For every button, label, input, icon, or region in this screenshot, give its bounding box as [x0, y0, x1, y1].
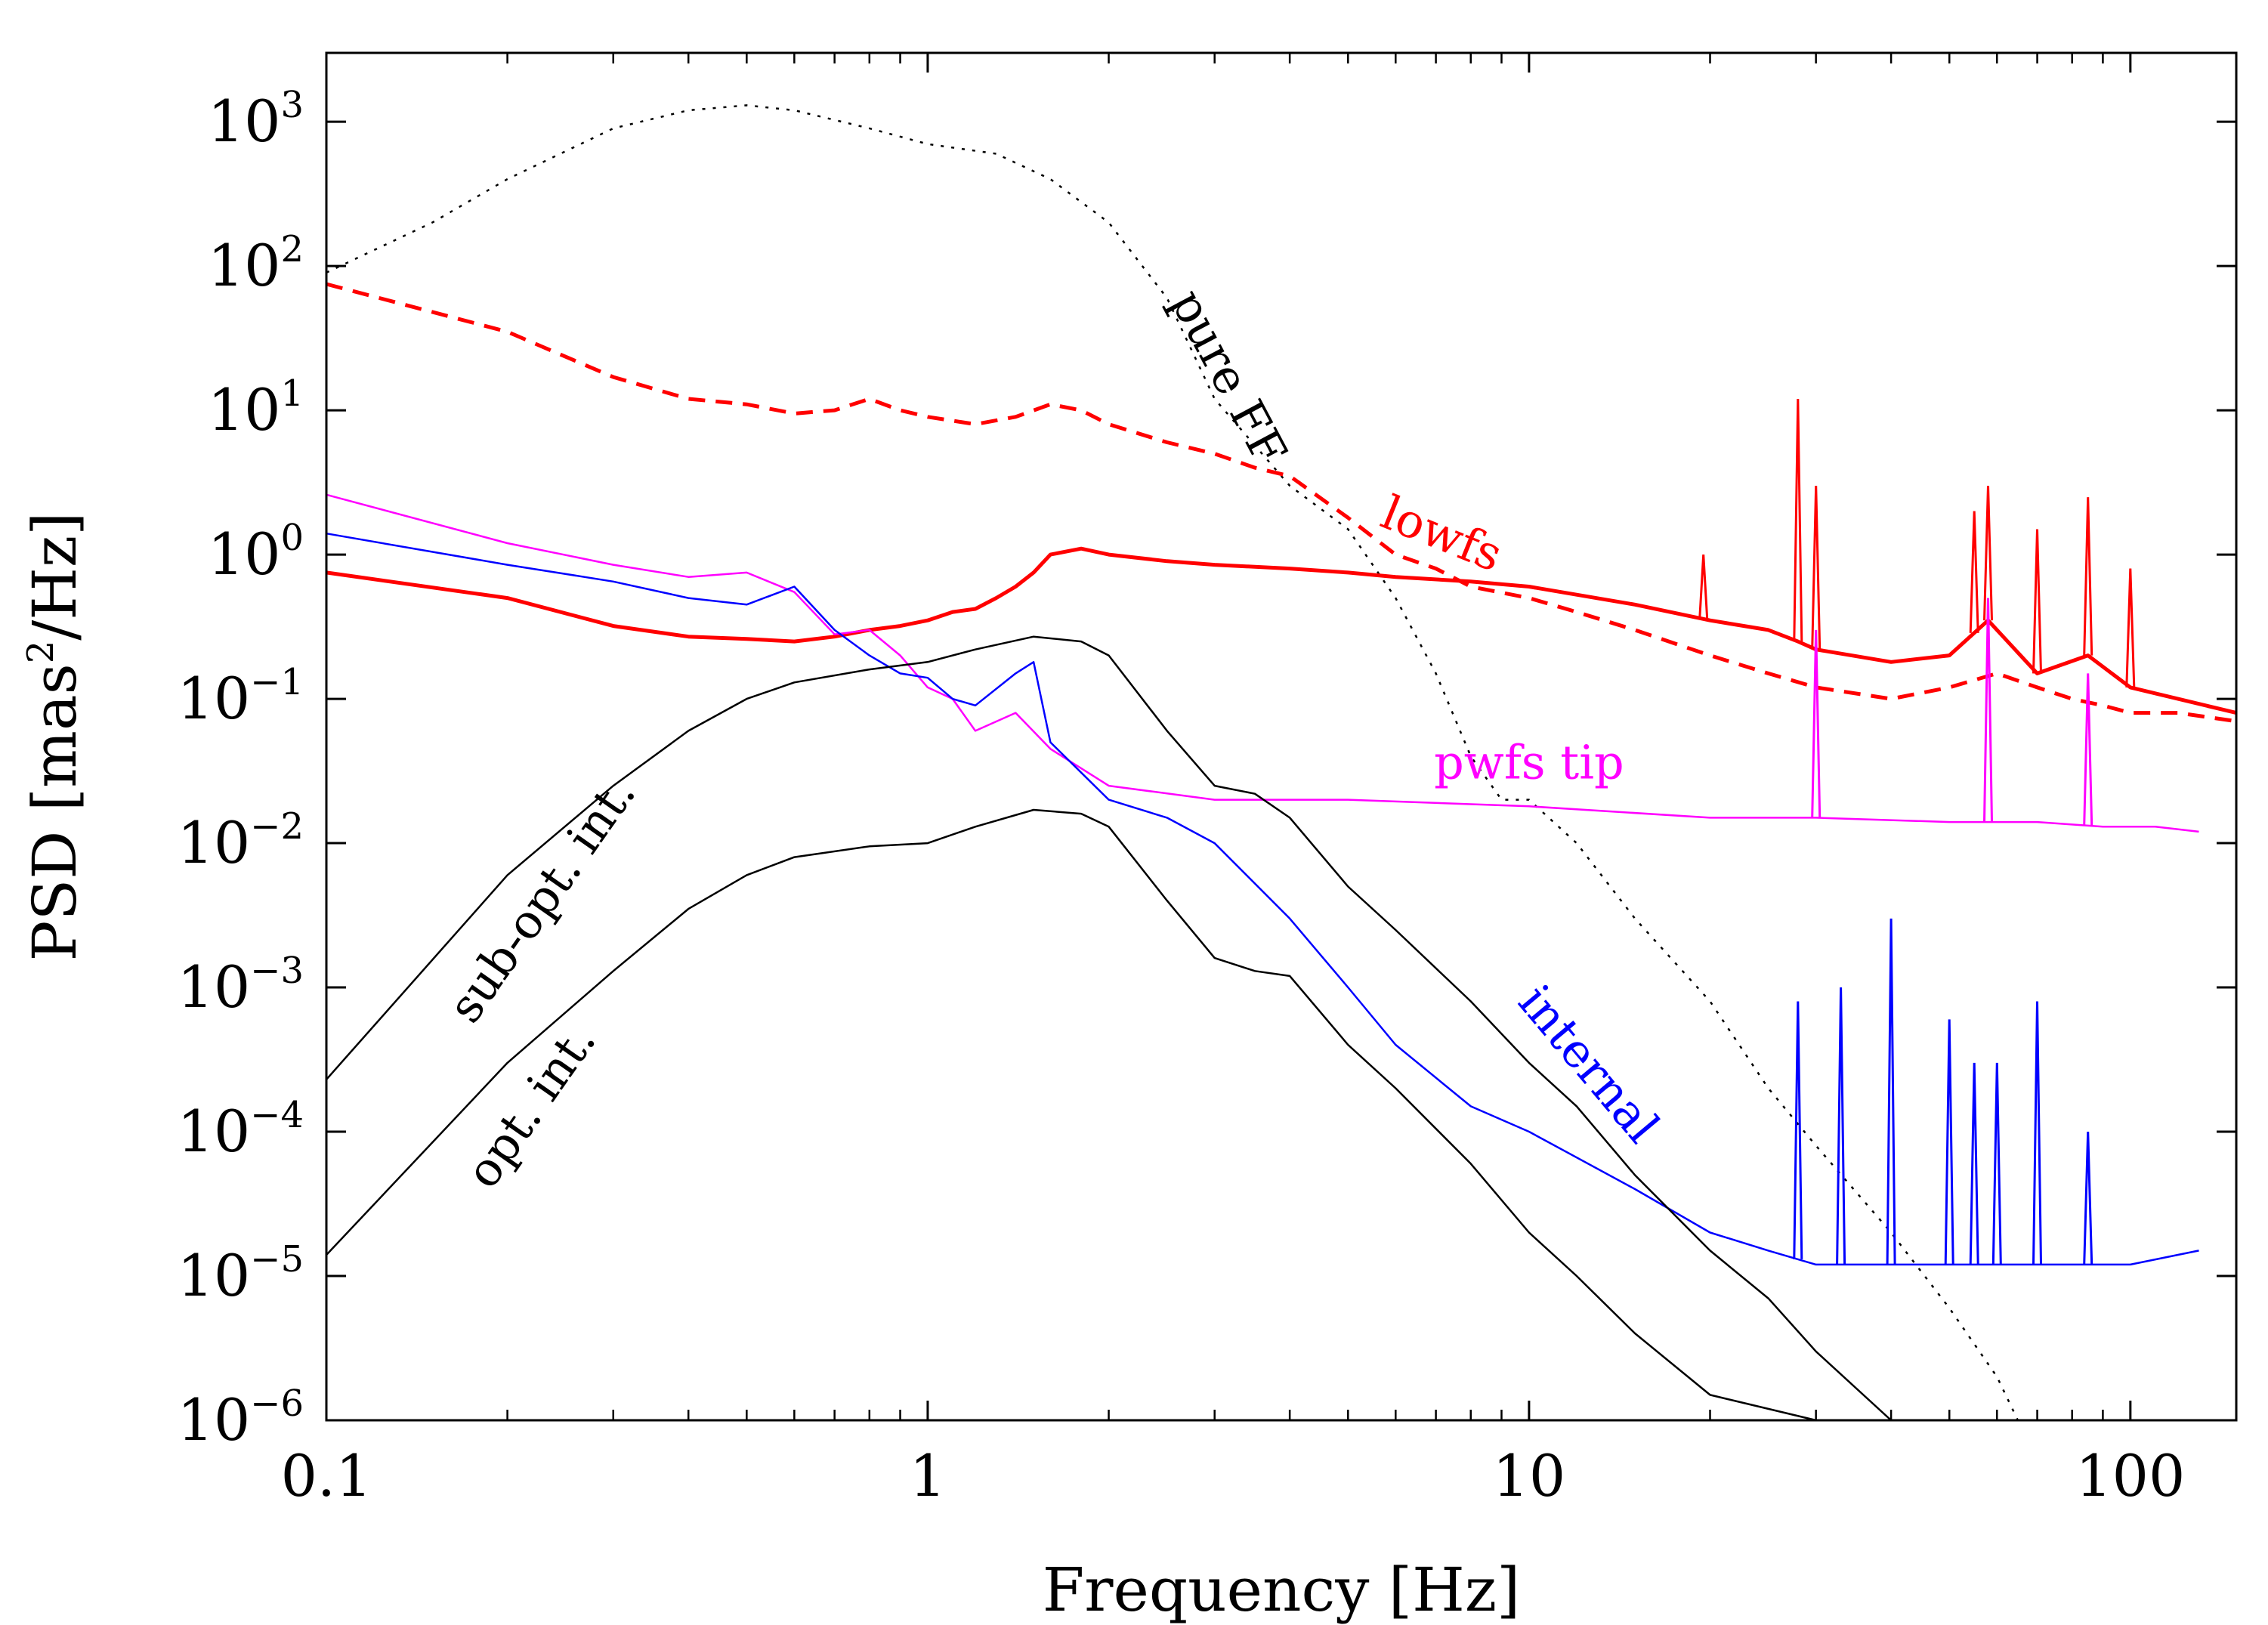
y-tick-label-exponent: 0	[280, 517, 304, 559]
series-line-lowfs-solid	[326, 546, 2237, 715]
y-tick-label: 103	[208, 84, 304, 155]
peak-lowfs-1	[1793, 398, 1803, 642]
y-tick-label-base: 10	[178, 809, 251, 876]
y-tick-label-exponent: 1	[280, 372, 304, 415]
peak-internal-0	[1793, 1001, 1803, 1259]
y-tick-label-exponent: 2	[280, 228, 304, 270]
y-tick-label-base: 10	[208, 521, 281, 588]
peak-internal-5	[1991, 1062, 2002, 1265]
y-tick-label: 10−4	[178, 1094, 304, 1165]
y-tick-label-base: 10	[208, 232, 281, 299]
x-tick-label: 1	[910, 1442, 946, 1509]
peak-lowfs-5	[2032, 529, 2042, 674]
peak-lowfs-6	[2083, 497, 2093, 656]
y-tick-label: 10−5	[178, 1238, 304, 1309]
series-line-sub-opt-int-solid	[326, 635, 1892, 1421]
peak-internal-1	[1836, 987, 1846, 1265]
series-line-opt-int-solid	[326, 808, 1849, 1422]
plot-frame	[325, 51, 2238, 1422]
series-layer	[326, 104, 2237, 1422]
peak-pwfs-tip-2	[2083, 673, 2093, 826]
y-tick-label-exponent: −6	[250, 1382, 304, 1425]
y-axis-title-suffix: /Hz]	[20, 512, 90, 641]
x-tick-label: 0.1	[281, 1442, 372, 1509]
y-tick-label-base: 10	[178, 665, 251, 732]
peak-pwfs-tip-1	[1983, 598, 1993, 823]
peak-lowfs-2	[1811, 485, 1822, 650]
y-tick-label-exponent: −5	[250, 1238, 304, 1281]
peak-internal-4	[1969, 1062, 1979, 1265]
y-tick-label-base: 10	[178, 953, 251, 1021]
y-tick-label-exponent: −4	[250, 1094, 304, 1136]
x-axis-title: Frequency [Hz]	[1043, 1555, 1520, 1625]
peak-pwfs-tip-0	[1811, 629, 1822, 818]
peak-lowfs-3	[1969, 511, 1979, 633]
x-tick-label: 100	[2075, 1442, 2185, 1509]
y-tick-label-exponent: −2	[250, 805, 304, 848]
y-tick-label-base: 10	[178, 1242, 251, 1309]
y-tick-label-exponent: −1	[250, 661, 304, 703]
peak-lowfs-4	[1983, 485, 1993, 621]
y-tick-label-exponent: −3	[250, 950, 304, 992]
peak-lowfs-7	[2125, 568, 2136, 687]
y-tick-label-base: 10	[208, 376, 281, 443]
y-tick-label: 10−3	[178, 950, 304, 1021]
y-tick-label-base: 10	[178, 1386, 251, 1454]
y-axis-title: PSD [mas2/Hz]	[20, 512, 90, 962]
y-tick-label-exponent: 3	[280, 84, 304, 126]
y-tick-label: 101	[208, 372, 304, 443]
peak-internal-3	[1944, 1019, 1954, 1265]
series-line-pwfs-tip-solid	[326, 493, 2199, 833]
axis-layer: 0.1 1 10 10010310210110010−110−210−310−410−…	[178, 53, 2236, 1509]
y-tick-label: 102	[208, 228, 304, 299]
x-tick-label: 10	[1493, 1442, 1566, 1509]
y-tick-label: 10−6	[178, 1382, 304, 1454]
y-tick-label: 100	[208, 517, 304, 588]
peak-lowfs-0	[1698, 555, 1709, 619]
y-axis-title-exponent: 2	[20, 641, 62, 664]
y-axis-title-prefix: PSD [mas	[20, 663, 90, 961]
series-line-internal-solid	[326, 532, 2199, 1266]
y-tick-label-base: 10	[208, 88, 281, 155]
peak-internal-7	[2083, 1131, 2093, 1265]
annotation-pwfs-tip: pwfs tip	[1434, 735, 1624, 790]
peak-internal-2	[1886, 918, 1896, 1265]
y-tick-label: 10−2	[178, 805, 304, 876]
y-tick-label: 10−1	[178, 661, 304, 732]
peak-internal-6	[2032, 1001, 2042, 1265]
y-tick-label-base: 10	[178, 1098, 251, 1165]
